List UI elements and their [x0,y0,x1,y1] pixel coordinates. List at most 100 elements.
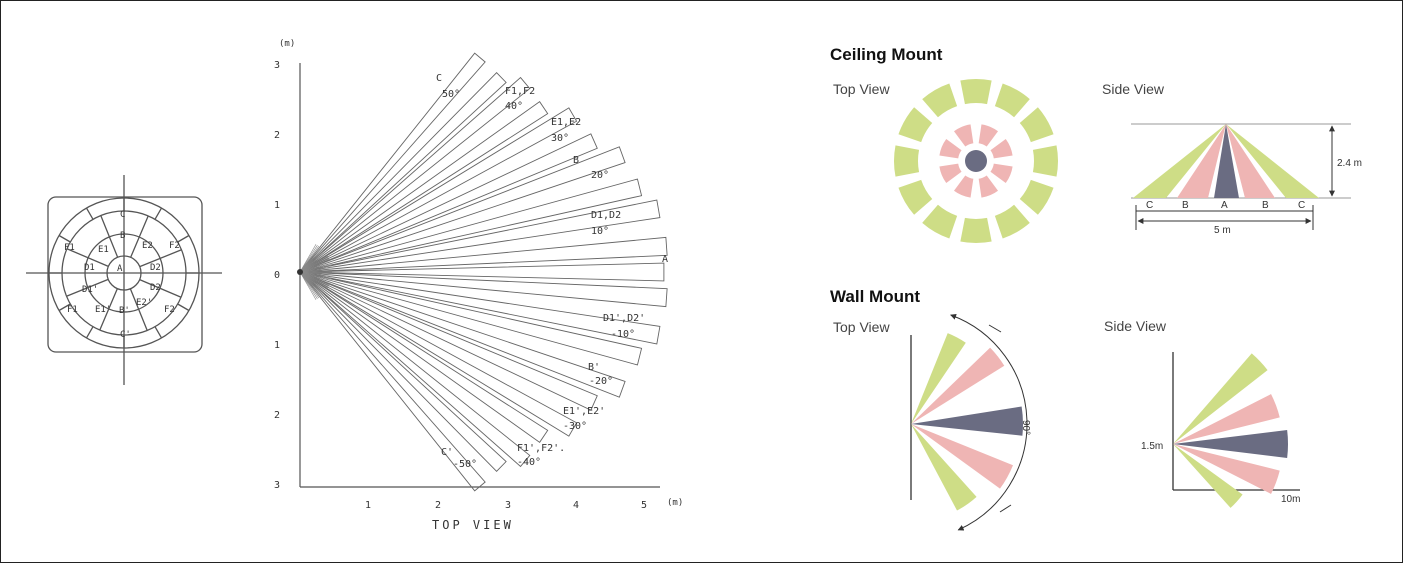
inner-spoke [139,249,182,268]
zone-label-f2: F2 [169,241,180,251]
outer-zone [960,78,992,105]
arc-end-tick-bottom [999,504,1012,513]
zone-c-label: C [1298,200,1305,211]
zone-label-d1-prime: D1' [82,285,98,295]
beam [299,146,626,273]
outer-zone [1019,179,1054,215]
x-tick: 3 [505,500,511,511]
wall-zone-wedge [911,424,977,511]
side-zone-wedge [1214,124,1239,198]
beam-angle-d-prime: -10° [611,329,635,340]
side-wall-zone-wedge [1173,444,1280,494]
beam-label-a: A [662,254,668,265]
zone-a-label: A [1221,200,1228,211]
beam [299,271,549,443]
ceiling-top-view-label: Top View [833,81,890,97]
x-tick: 5 [641,500,647,511]
outer-spoke [58,303,71,312]
beam-label-c-prime: C' [441,447,453,458]
inner-spoke [139,279,182,298]
beam [299,52,486,273]
wall-top-wedges [911,333,1024,511]
beam-angle-e: 30° [551,133,569,144]
side-wall-zone-wedge [1173,353,1268,444]
outer-zone [994,204,1030,239]
beam [299,271,486,492]
outer-zone [898,107,933,143]
wall-range-label: 10m [1281,494,1300,505]
wall-top-view: 90° [910,314,1031,531]
ceiling-height-label: 2.4 m [1337,158,1362,169]
ceiling-side-wedges [1133,124,1319,198]
inner-spoke [130,215,149,258]
chart-caption: TOP VIEW [432,518,514,532]
inner-zone [953,175,974,198]
beam-angle-f: 40° [505,101,523,112]
beam [299,199,661,273]
beam [299,107,578,273]
beam-group [297,52,668,492]
inner-zone [939,138,962,159]
outer-spoke [154,326,163,339]
wall-zone-wedge [911,406,1024,436]
beam [299,133,598,273]
beam-label-b: B [573,155,579,166]
side-zone-wedge [1177,124,1226,198]
lens-zone-diagram [26,175,222,385]
x-tick: 1 [365,500,371,511]
beam-angle-f-prime: -40° [517,457,541,468]
wall-zone-wedge [911,333,966,424]
beam [299,271,507,473]
beam [299,262,665,282]
beam [299,271,643,366]
outer-zone [1019,107,1054,143]
ceiling-mount-title: Ceiling Mount [830,45,943,64]
beam [299,271,626,398]
inner-zone [953,124,974,147]
inner-zone [978,175,999,198]
zone-label-c: C [120,210,125,220]
ceiling-width-label: 5 m [1214,225,1231,236]
y-tick: 2 [274,130,280,141]
wall-height-label: 1.5m [1141,441,1163,452]
y-tick: 3 [274,60,280,71]
outer-spoke [177,234,190,243]
inner-zone [978,124,999,147]
inner-spoke [66,278,109,297]
x-tick: 4 [573,500,579,511]
zone-label-e1-prime: E1' [95,305,111,315]
zone-label-f1: F1 [64,243,75,253]
chart-y-ticks: 3 2 1 0 1 2 3 [274,60,280,491]
beam [299,271,668,308]
lens-zone-labels: C B E1 E2 F1 F2 D1 A D2 D1' E1' B' E2' D… [64,210,180,340]
beam [299,271,598,411]
beam-label-e: E1,E2 [551,117,581,128]
wall-angle-label: 90° [1020,420,1031,435]
wall-zone-wedge [911,424,1013,489]
side-zone-wedge [1226,124,1319,198]
side-wall-zone-wedge [1173,429,1288,459]
zone-b-label: B [1182,200,1189,211]
outer-zone [894,145,920,177]
wall-side-view: 1.5m 10m [1141,352,1300,508]
outer-spoke [85,207,94,220]
zone-label-b-prime: B' [119,306,130,316]
zone-spokes [49,198,199,348]
beam-fan-line [299,244,317,273]
chart-x-ticks: 1 2 3 4 5 [365,500,647,511]
wall-side-wedges [1173,353,1288,508]
side-zone-wedge [1226,124,1275,198]
outer-spoke [154,207,163,220]
y-tick: 3 [274,480,280,491]
sensor-outline [47,196,203,353]
inner-zone [939,163,962,184]
beam-angle-e-prime: -30° [563,421,587,432]
beam-label-d-prime: D1',D2' [603,313,645,324]
inner-zone [990,163,1013,184]
chart-unit-x: (m) [667,498,683,508]
outer-zone [922,204,958,239]
beam-label-d: D1,D2 [591,210,621,221]
inner-spoke [129,288,148,331]
center-zone [965,150,987,172]
